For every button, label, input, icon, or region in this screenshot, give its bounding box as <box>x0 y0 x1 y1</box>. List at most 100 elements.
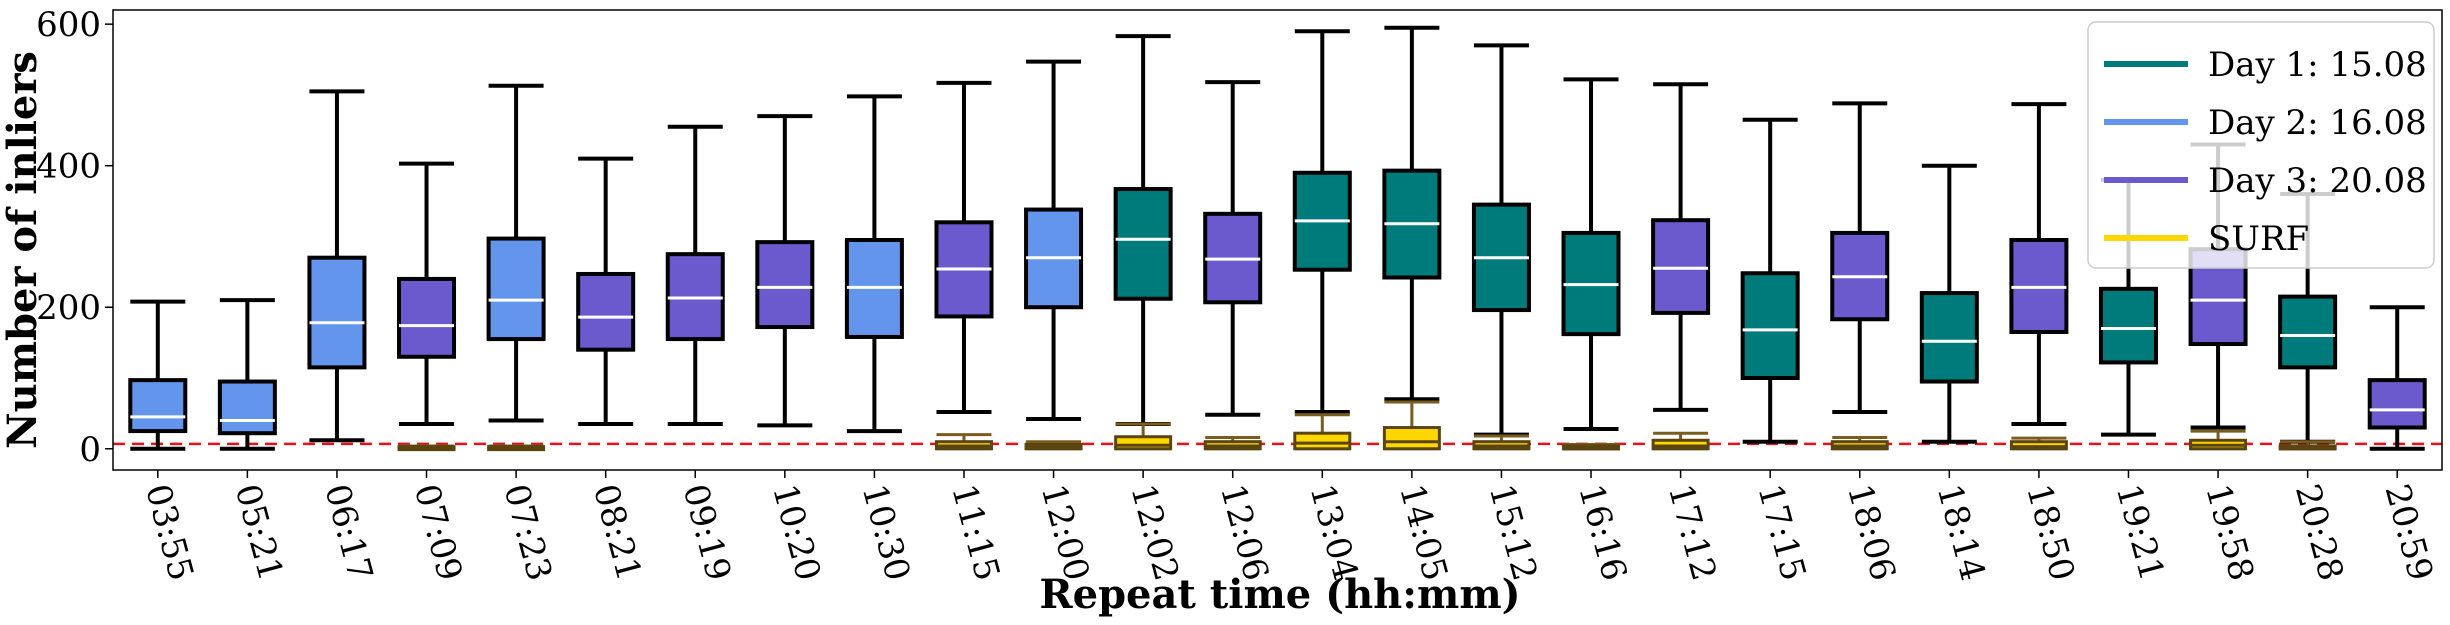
box-body <box>576 271 636 352</box>
box-day2-0617 <box>307 89 367 443</box>
box-surf-1115 <box>934 433 993 451</box>
plot-frame <box>112 9 2443 471</box>
x-tick-label: 07:23 <box>495 480 559 585</box>
box-day2-0521 <box>217 298 277 451</box>
box-surf-1850 <box>2009 436 2068 451</box>
box-body <box>1293 431 1352 451</box>
box-surf-1512 <box>1472 434 1531 451</box>
box-day2-1200 <box>1024 59 1084 422</box>
x-axis-title: Repeat time (hh:mm) <box>1039 571 1520 618</box>
x-tick-label: 20:59 <box>2377 480 2441 585</box>
box-day2-0723 <box>486 83 546 423</box>
x-tick-label: 10:20 <box>764 480 828 585</box>
box-body <box>128 378 188 434</box>
x-tick-label: 08:21 <box>585 480 649 585</box>
x-tick-label: 05:21 <box>227 480 291 585</box>
legend-entry: SURF <box>2104 219 2309 259</box>
box-day3-0709 <box>397 161 457 426</box>
box-day1-1512 <box>1471 43 1531 437</box>
box-surf-1304 <box>1293 413 1352 451</box>
box-day3-0821 <box>576 156 636 426</box>
x-tick-label: 19:58 <box>2197 480 2261 585</box>
x-tick-label: 09:19 <box>675 480 739 585</box>
x-tick-label: 13:04 <box>1302 480 1366 585</box>
box-surf-1200 <box>1024 440 1083 451</box>
box-body <box>1113 187 1173 301</box>
legend-label: Day 2: 16.08 <box>2208 103 2427 143</box>
box-day1-1405 <box>1382 25 1442 402</box>
box-body <box>1651 218 1711 315</box>
box-day3-1115 <box>934 80 994 414</box>
box-day3-1850 <box>2009 102 2069 426</box>
box-body <box>2278 294 2338 370</box>
box-day3-1206 <box>1203 80 1263 417</box>
y-axis-title: Number of inliers <box>0 51 46 449</box>
y-tick-label: 0 <box>79 430 101 470</box>
x-tick-label: 15:12 <box>1481 480 1545 585</box>
box-day3-2059 <box>2367 305 2427 451</box>
box-surf-1616 <box>1562 443 1621 451</box>
box-body <box>1114 435 1173 451</box>
box-surf-1712 <box>1651 431 1710 451</box>
box-day2-0355 <box>128 299 188 451</box>
box-surf-1405 <box>1382 400 1441 451</box>
x-tick-label: 19:21 <box>2108 480 2172 585</box>
y-tick-label: 400 <box>36 147 101 187</box>
x-tick-label: 17:15 <box>1749 480 1813 585</box>
x-tick-label: 12:02 <box>1122 480 1186 585</box>
box-day1-1715 <box>1740 117 1800 444</box>
x-tick-label: 07:09 <box>406 480 470 585</box>
x-tick-label: 03:55 <box>137 480 201 585</box>
box-day1-1202 <box>1113 34 1173 426</box>
legend-entry: Day 1: 15.08 <box>2104 45 2427 85</box>
box-body <box>486 236 546 342</box>
legend: Day 1: 15.08 Day 2: 16.08 Day 3: 20.08 SURF <box>2087 21 2435 269</box>
x-tick-label: 11:15 <box>943 480 1007 585</box>
x-tick-label: 14:05 <box>1391 480 1455 585</box>
box-body <box>2098 286 2158 365</box>
box-body <box>217 379 277 436</box>
legend-label: Day 1: 15.08 <box>2208 45 2427 85</box>
x-tick-label: 12:06 <box>1212 480 1276 585</box>
box-body <box>755 240 815 330</box>
x-tick-label: 10:30 <box>854 480 918 585</box>
box-surf-2028 <box>2278 440 2337 451</box>
x-tick-label: 06:17 <box>316 480 380 585</box>
x-tick-label: 18:14 <box>1929 480 1993 585</box>
legend-label: SURF <box>2208 219 2309 259</box>
box-surf-1202 <box>1114 422 1173 451</box>
box-day3-1020 <box>755 114 815 428</box>
x-tick-label: 18:50 <box>2018 480 2082 585</box>
box-day3-0919 <box>665 124 725 426</box>
x-tick-label: 17:12 <box>1660 480 1724 585</box>
boxes-layer <box>128 25 2427 452</box>
box-day1-1814 <box>1919 163 1979 444</box>
box-day1-1304 <box>1292 29 1352 414</box>
box-body <box>2367 378 2427 430</box>
box-day1-1616 <box>1561 77 1621 431</box>
y-tick-label: 600 <box>36 5 101 45</box>
box-day3-1712 <box>1651 82 1711 412</box>
x-tick-label: 16:16 <box>1570 480 1634 585</box>
box-body <box>397 276 457 359</box>
box-surf-0709 <box>397 444 456 452</box>
x-tick-label: 20:28 <box>2287 480 2351 585</box>
box-body <box>1919 291 1979 384</box>
box-surf-1958 <box>2189 429 2248 451</box>
box-day2-1030 <box>844 94 904 434</box>
box-surf-1806 <box>1830 435 1889 451</box>
box-body <box>1382 426 1441 451</box>
box-body <box>307 255 367 370</box>
box-surf-1206 <box>1203 435 1262 451</box>
legend-entry: Day 3: 20.08 <box>2104 161 2427 201</box>
x-tick-label: 18:06 <box>1839 480 1903 585</box>
y-tick-label: 200 <box>36 288 101 328</box>
box-body <box>1740 271 1800 380</box>
x-tick-label: 12:00 <box>1033 480 1097 585</box>
legend-frame <box>2087 21 2435 269</box>
box-day3-1806 <box>1830 101 1890 414</box>
legend-entry: Day 2: 16.08 <box>2104 103 2427 143</box>
box-surf-0723 <box>487 444 546 452</box>
legend-label: Day 3: 20.08 <box>2208 161 2427 201</box>
